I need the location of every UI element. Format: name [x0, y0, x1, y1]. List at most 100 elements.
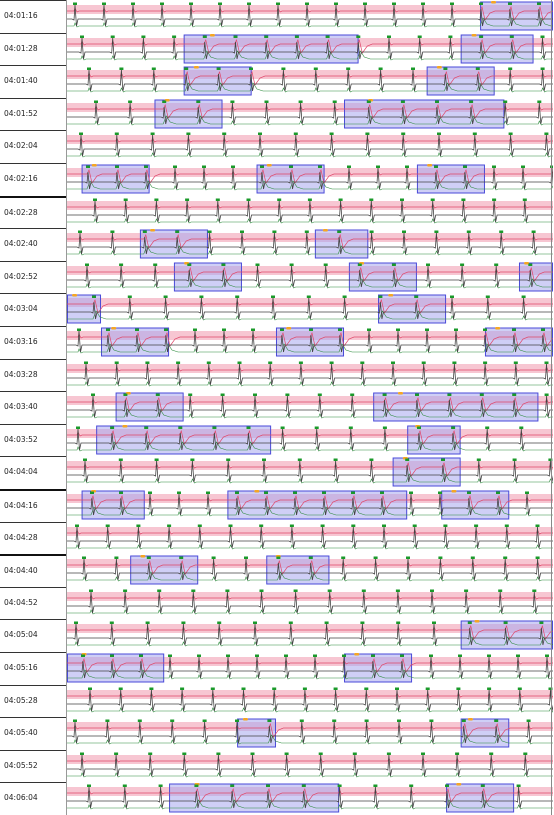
strip-timestamp: 04:01:16: [0, 0, 66, 33]
beat-marker: [250, 752, 255, 755]
beat-marker: [429, 719, 434, 723]
beat-marker: [467, 491, 471, 494]
beat-marker: [516, 654, 520, 657]
beat-marker: [521, 295, 526, 299]
beat-marker: [324, 621, 329, 625]
episode-box: [460, 718, 510, 748]
beat-marker: [188, 393, 193, 397]
ecg-strip[interactable]: 04:02:04: [0, 130, 554, 163]
beat-marker: [187, 263, 192, 266]
beat-marker: [480, 784, 485, 788]
beat-marker: [235, 719, 239, 723]
ecg-waveform: [66, 586, 553, 620]
beat-marker: [360, 361, 365, 364]
ecg-trace: [67, 689, 553, 711]
ecg-strip[interactable]: 04:05:52: [0, 749, 554, 783]
beat-marker: [110, 654, 114, 657]
beat-marker: [426, 263, 430, 266]
ecg-strip[interactable]: 04:06:04: [0, 782, 554, 815]
ecg-strip[interactable]: 04:01:28: [0, 32, 554, 66]
strip-timestamp: 04:06:04: [0, 782, 66, 815]
ecg-strip[interactable]: 04:04:04: [0, 456, 554, 489]
episode-box: [130, 555, 199, 585]
beat-marker: [114, 361, 119, 364]
beat-marker: [532, 589, 537, 592]
beat-marker: [352, 752, 357, 755]
beat-marker: [347, 165, 351, 168]
beat-marker: [298, 361, 303, 364]
ecg-strip[interactable]: 04:04:52: [0, 586, 554, 620]
beat-marker: [548, 687, 553, 690]
ecg-strip[interactable]: 04:01:40: [0, 65, 554, 98]
beat-marker: [85, 263, 89, 266]
beat-marker: [523, 752, 528, 755]
ecg-strip[interactable]: 04:05:16: [0, 652, 554, 685]
beat-marker: [230, 784, 235, 788]
ecg-strip[interactable]: 04:02:52: [0, 260, 554, 294]
event-marker: [266, 164, 272, 167]
ecg-waveform: [66, 619, 553, 652]
beat-marker: [327, 589, 332, 592]
beat-marker: [332, 100, 337, 103]
beat-marker: [155, 393, 160, 397]
rr-band: [67, 428, 553, 438]
ecg-strip[interactable]: 04:02:16: [0, 163, 554, 196]
beat-marker: [367, 328, 371, 331]
beat-marker: [535, 524, 540, 527]
ecg-strip[interactable]: 04:01:16: [0, 0, 554, 33]
ecg-strip[interactable]: 04:03:52: [0, 423, 554, 457]
ecg-strip[interactable]: 04:05:28: [0, 684, 554, 718]
beat-marker: [503, 100, 508, 103]
ecg-strip[interactable]: 04:02:40: [0, 228, 554, 261]
ecg-trace: [67, 396, 553, 418]
episode-box: [518, 262, 553, 292]
ecg-strip[interactable]: 04:02:28: [0, 195, 554, 229]
rr-band: [67, 363, 553, 373]
beat-marker: [400, 198, 404, 201]
ecg-strip[interactable]: 04:04:40: [0, 554, 554, 587]
beat-marker: [364, 687, 369, 690]
strip-timestamp: 04:03:28: [0, 358, 66, 392]
green-trace: [67, 217, 553, 223]
ecg-strip[interactable]: 04:03:28: [0, 358, 554, 392]
beat-marker: [136, 524, 141, 527]
ecg-trace: [67, 167, 553, 190]
beat-marker: [406, 556, 410, 560]
beat-marker: [86, 165, 90, 168]
ecg-strip[interactable]: 04:04:16: [0, 489, 554, 522]
beat-marker: [450, 2, 454, 5]
ecg-strip[interactable]: 04:03:16: [0, 326, 554, 359]
beat-marker: [73, 719, 77, 723]
beat-marker: [314, 426, 319, 429]
beat-marker: [313, 654, 317, 657]
ecg-strip[interactable]: 04:04:28: [0, 521, 554, 555]
ecg-strip[interactable]: 04:05:04: [0, 619, 554, 652]
event-marker: [451, 490, 457, 493]
ecg-strip[interactable]: 04:03:40: [0, 391, 554, 424]
beat-marker: [168, 654, 172, 657]
beat-marker: [150, 132, 155, 136]
episode-box: [101, 327, 170, 357]
episode-box: [373, 392, 539, 422]
beat-marker: [317, 393, 322, 397]
beat-marker: [485, 426, 490, 429]
beat-marker: [508, 132, 513, 136]
strip-timestamp: 04:05:28: [0, 684, 66, 718]
beat-marker: [483, 328, 487, 331]
ecg-strip[interactable]: 04:01:52: [0, 97, 554, 131]
beat-marker: [537, 100, 542, 103]
ecg-strip[interactable]: 04:03:04: [0, 293, 554, 326]
red-trace: [67, 397, 553, 413]
beat-marker: [548, 458, 553, 462]
beat-marker: [262, 458, 266, 462]
ecg-waveform: [66, 521, 553, 555]
beat-marker: [216, 67, 221, 71]
ecg-strip[interactable]: 04:05:40: [0, 717, 554, 750]
green-trace: [67, 115, 553, 126]
green-trace: [67, 799, 553, 810]
beat-marker: [350, 393, 355, 397]
beat-marker: [365, 132, 370, 136]
beat-marker: [508, 67, 513, 71]
beat-marker: [430, 589, 434, 592]
beat-marker: [382, 426, 387, 429]
